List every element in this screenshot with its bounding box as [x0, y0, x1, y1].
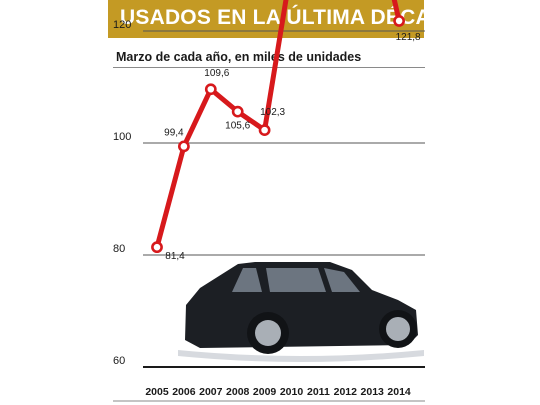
chart-title: USADOS EN LA ÚLTIMA DÉCADA — [120, 6, 462, 29]
x-tick-label: 2014 — [387, 386, 411, 398]
car-shadow — [178, 350, 424, 362]
data-point — [204, 83, 217, 96]
series-polyline — [154, 0, 402, 250]
data-points — [151, 15, 405, 254]
x-tick-label: 2013 — [361, 386, 385, 398]
data-point — [177, 140, 190, 153]
title-banner — [108, 0, 424, 38]
car-rim-rear — [255, 320, 281, 346]
chart-subtitle: Marzo de cada año, en miles de unidades — [116, 50, 362, 64]
car-window — [232, 268, 262, 292]
data-label: 102,3 — [260, 107, 285, 118]
x-tick-label: 2011 — [307, 386, 330, 398]
data-label: 99,4 — [164, 127, 184, 138]
y-tick-label: 60 — [113, 355, 125, 367]
gridlines — [143, 30, 425, 368]
series-line — [154, 0, 402, 250]
y-tick-labels: 6080100120140 — [113, 19, 131, 367]
data-label: 109,6 — [204, 68, 229, 79]
x-tick-label: 2006 — [172, 386, 196, 398]
data-point — [151, 241, 163, 254]
x-tick-label: 2009 — [253, 386, 277, 398]
car-window — [324, 268, 360, 292]
x-tick-label: 2012 — [334, 386, 358, 398]
car-rim-front — [386, 317, 410, 341]
car-window — [266, 268, 326, 292]
data-point — [393, 15, 405, 27]
data-labels: 81,499,4109,6105,6102,3131,6138,7155,414… — [164, 32, 421, 262]
data-label: 121,8 — [396, 32, 421, 43]
y-tick-label: 100 — [113, 131, 131, 143]
subtitle-divider — [113, 67, 425, 68]
data-point — [258, 124, 271, 137]
car-photo — [178, 262, 424, 362]
data-label: 105,6 — [225, 121, 250, 132]
y-tick-label: 120 — [113, 19, 131, 31]
x-tick-label: 2005 — [145, 386, 169, 398]
x-tick-label: 2010 — [280, 386, 304, 398]
x-tick-label: 2008 — [226, 386, 250, 398]
data-label: 81,4 — [165, 251, 185, 262]
y-tick-label: 80 — [113, 243, 125, 255]
data-point — [231, 105, 244, 118]
x-tick-label: 2007 — [199, 386, 223, 398]
x-tick-labels: 2005 2006 2007 2008 2009 2010 2011 2012 2013 2014 — [145, 386, 411, 398]
